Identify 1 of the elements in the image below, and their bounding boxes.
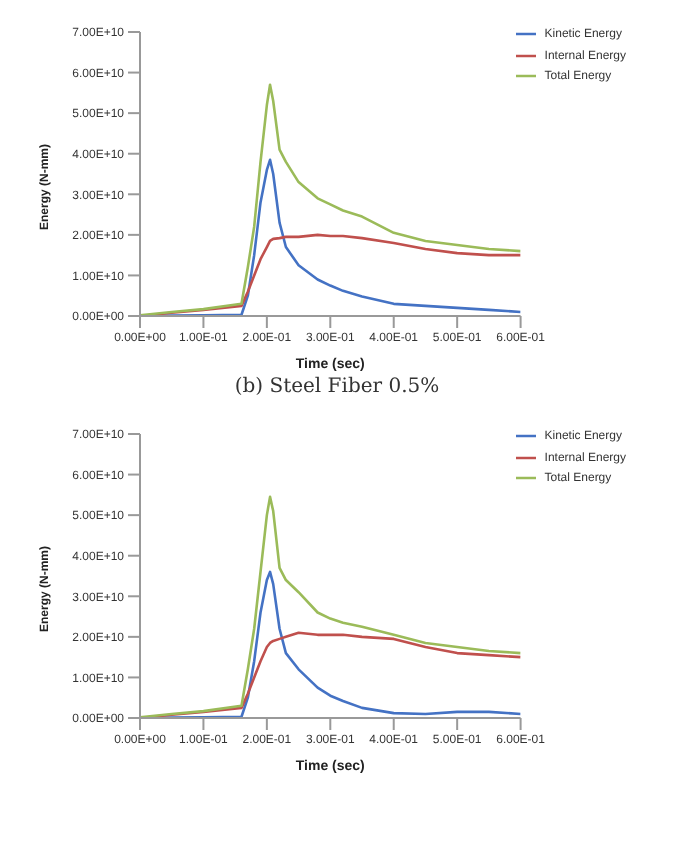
text: (b) Steel Fiber 0.5%: [232, 376, 442, 398]
